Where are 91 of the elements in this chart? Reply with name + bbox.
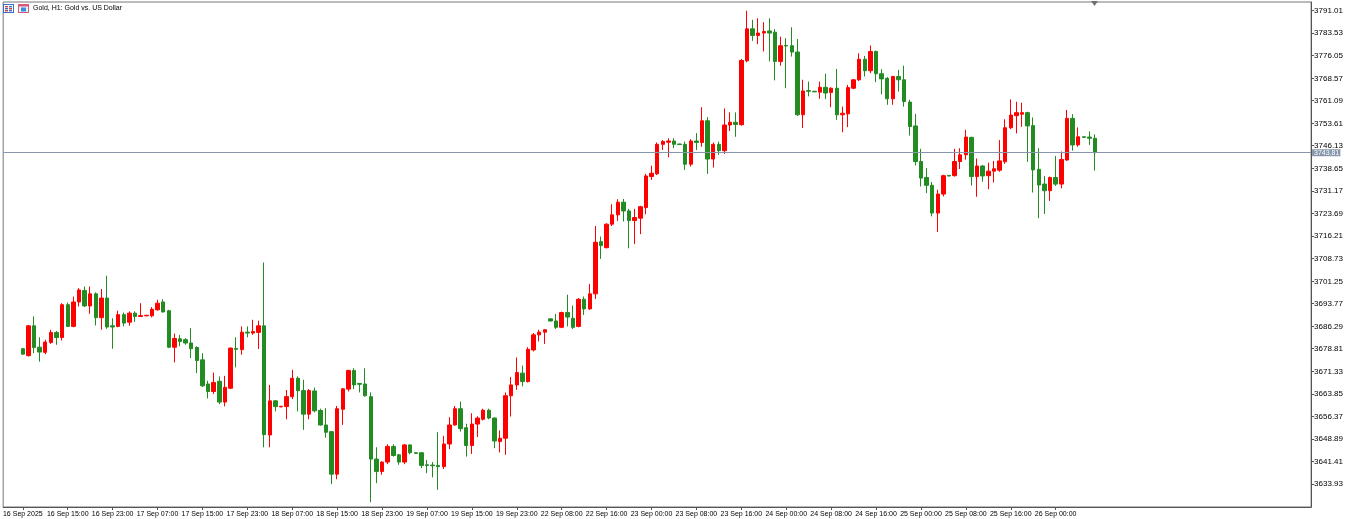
- y-tick-label: 3753.61: [1314, 118, 1344, 128]
- candlestick: [762, 21, 766, 52]
- y-tick-label: 3716.21: [1314, 231, 1344, 241]
- y-tick-label: 3738.65: [1314, 163, 1344, 173]
- candlestick: [116, 310, 120, 328]
- y-tick-label: 3783.53: [1314, 28, 1344, 38]
- candlestick: [543, 328, 547, 345]
- candlestick: [402, 443, 407, 465]
- candlestick: [94, 291, 98, 326]
- candlestick: [217, 375, 222, 405]
- candlestick: [1076, 126, 1080, 148]
- candlestick: [705, 116, 710, 175]
- candlestick: [133, 310, 137, 323]
- candlestick: [576, 297, 581, 328]
- candlestick: [240, 325, 244, 356]
- candlestick: [234, 336, 238, 368]
- candlestick: [582, 296, 586, 316]
- candlestick: [43, 339, 47, 355]
- candlestick: [717, 141, 721, 156]
- candlestick: [980, 164, 985, 183]
- candlestick: [262, 261, 266, 448]
- candlestick: [801, 79, 805, 129]
- y-tick-label: 3776.05: [1314, 51, 1344, 61]
- candlestick: [891, 75, 895, 106]
- candlestick: [335, 405, 339, 480]
- y-tick-label: 3723.69: [1314, 208, 1344, 218]
- candlestick: [818, 81, 822, 100]
- candlestick: [1070, 113, 1075, 152]
- candlestick: [172, 333, 177, 363]
- candlestick: [565, 294, 570, 327]
- y-tick-label: 3633.93: [1314, 479, 1344, 489]
- candlestick: [66, 302, 70, 328]
- y-tick-label: 3671.33: [1314, 366, 1344, 376]
- candlestick: [60, 302, 64, 342]
- candlestick: [88, 286, 92, 315]
- candlestick: [559, 311, 564, 329]
- y-tick-label: 3731.17: [1314, 186, 1344, 196]
- candlestick: [975, 157, 979, 198]
- candlestick: [689, 138, 693, 168]
- candlestick: [700, 106, 704, 148]
- candlestick: [82, 286, 87, 308]
- candlestick: [733, 111, 738, 138]
- candlestick: [245, 325, 250, 338]
- candlestick: [863, 55, 867, 77]
- candlestick: [694, 132, 699, 151]
- candlestick: [778, 36, 783, 67]
- candlestick: [823, 73, 828, 100]
- y-tick-label: 3686.29: [1314, 321, 1344, 331]
- candlestick: [784, 37, 788, 89]
- candlestick: [750, 19, 755, 42]
- candlestick: [947, 174, 951, 178]
- candlestick: [964, 129, 968, 161]
- candlestick: [408, 443, 412, 455]
- candlestick: [515, 356, 519, 391]
- candlestick: [161, 298, 165, 314]
- y-tick-label: 3746.13: [1314, 141, 1344, 151]
- candlestick: [1048, 176, 1052, 202]
- candlestick: [21, 347, 25, 356]
- y-tick-label: 3663.85: [1314, 389, 1344, 399]
- candlestick: [273, 399, 278, 412]
- candlestick: [49, 329, 53, 345]
- y-tick-label: 3641.41: [1314, 456, 1344, 466]
- candlestick: [99, 288, 104, 331]
- candlestick: [868, 44, 873, 74]
- candlestick: [829, 86, 833, 108]
- y-tick-label: 3678.81: [1314, 344, 1344, 354]
- candlestick: [969, 136, 974, 187]
- candlestick: [835, 68, 839, 121]
- candlestick: [54, 330, 59, 346]
- candlestick: [756, 17, 760, 45]
- y-tick-label: 3761.09: [1314, 96, 1344, 106]
- candlestick: [268, 384, 272, 448]
- candlestick: [26, 324, 31, 358]
- candlestick: [211, 372, 216, 395]
- y-tick-label: 3768.57: [1314, 73, 1344, 83]
- candlestick: [1053, 155, 1058, 187]
- y-tick-label: 3791.01: [1314, 5, 1344, 15]
- y-tick-label: 3648.89: [1314, 434, 1344, 444]
- candlestick: [711, 142, 715, 169]
- y-tick-label: 3693.77: [1314, 299, 1344, 309]
- candlestick: [616, 198, 620, 222]
- candlestick: [122, 312, 126, 327]
- y-tick-label: 3656.37: [1314, 411, 1344, 421]
- candlestick: [307, 388, 311, 420]
- candlestick: [520, 365, 525, 387]
- y-tick-label: 3701.25: [1314, 276, 1344, 286]
- y-tick-label: 3708.73: [1314, 253, 1344, 263]
- candlestick: [571, 305, 575, 330]
- candlestick: [167, 309, 171, 349]
- candlestick: [599, 236, 603, 260]
- candlestick: [127, 310, 132, 327]
